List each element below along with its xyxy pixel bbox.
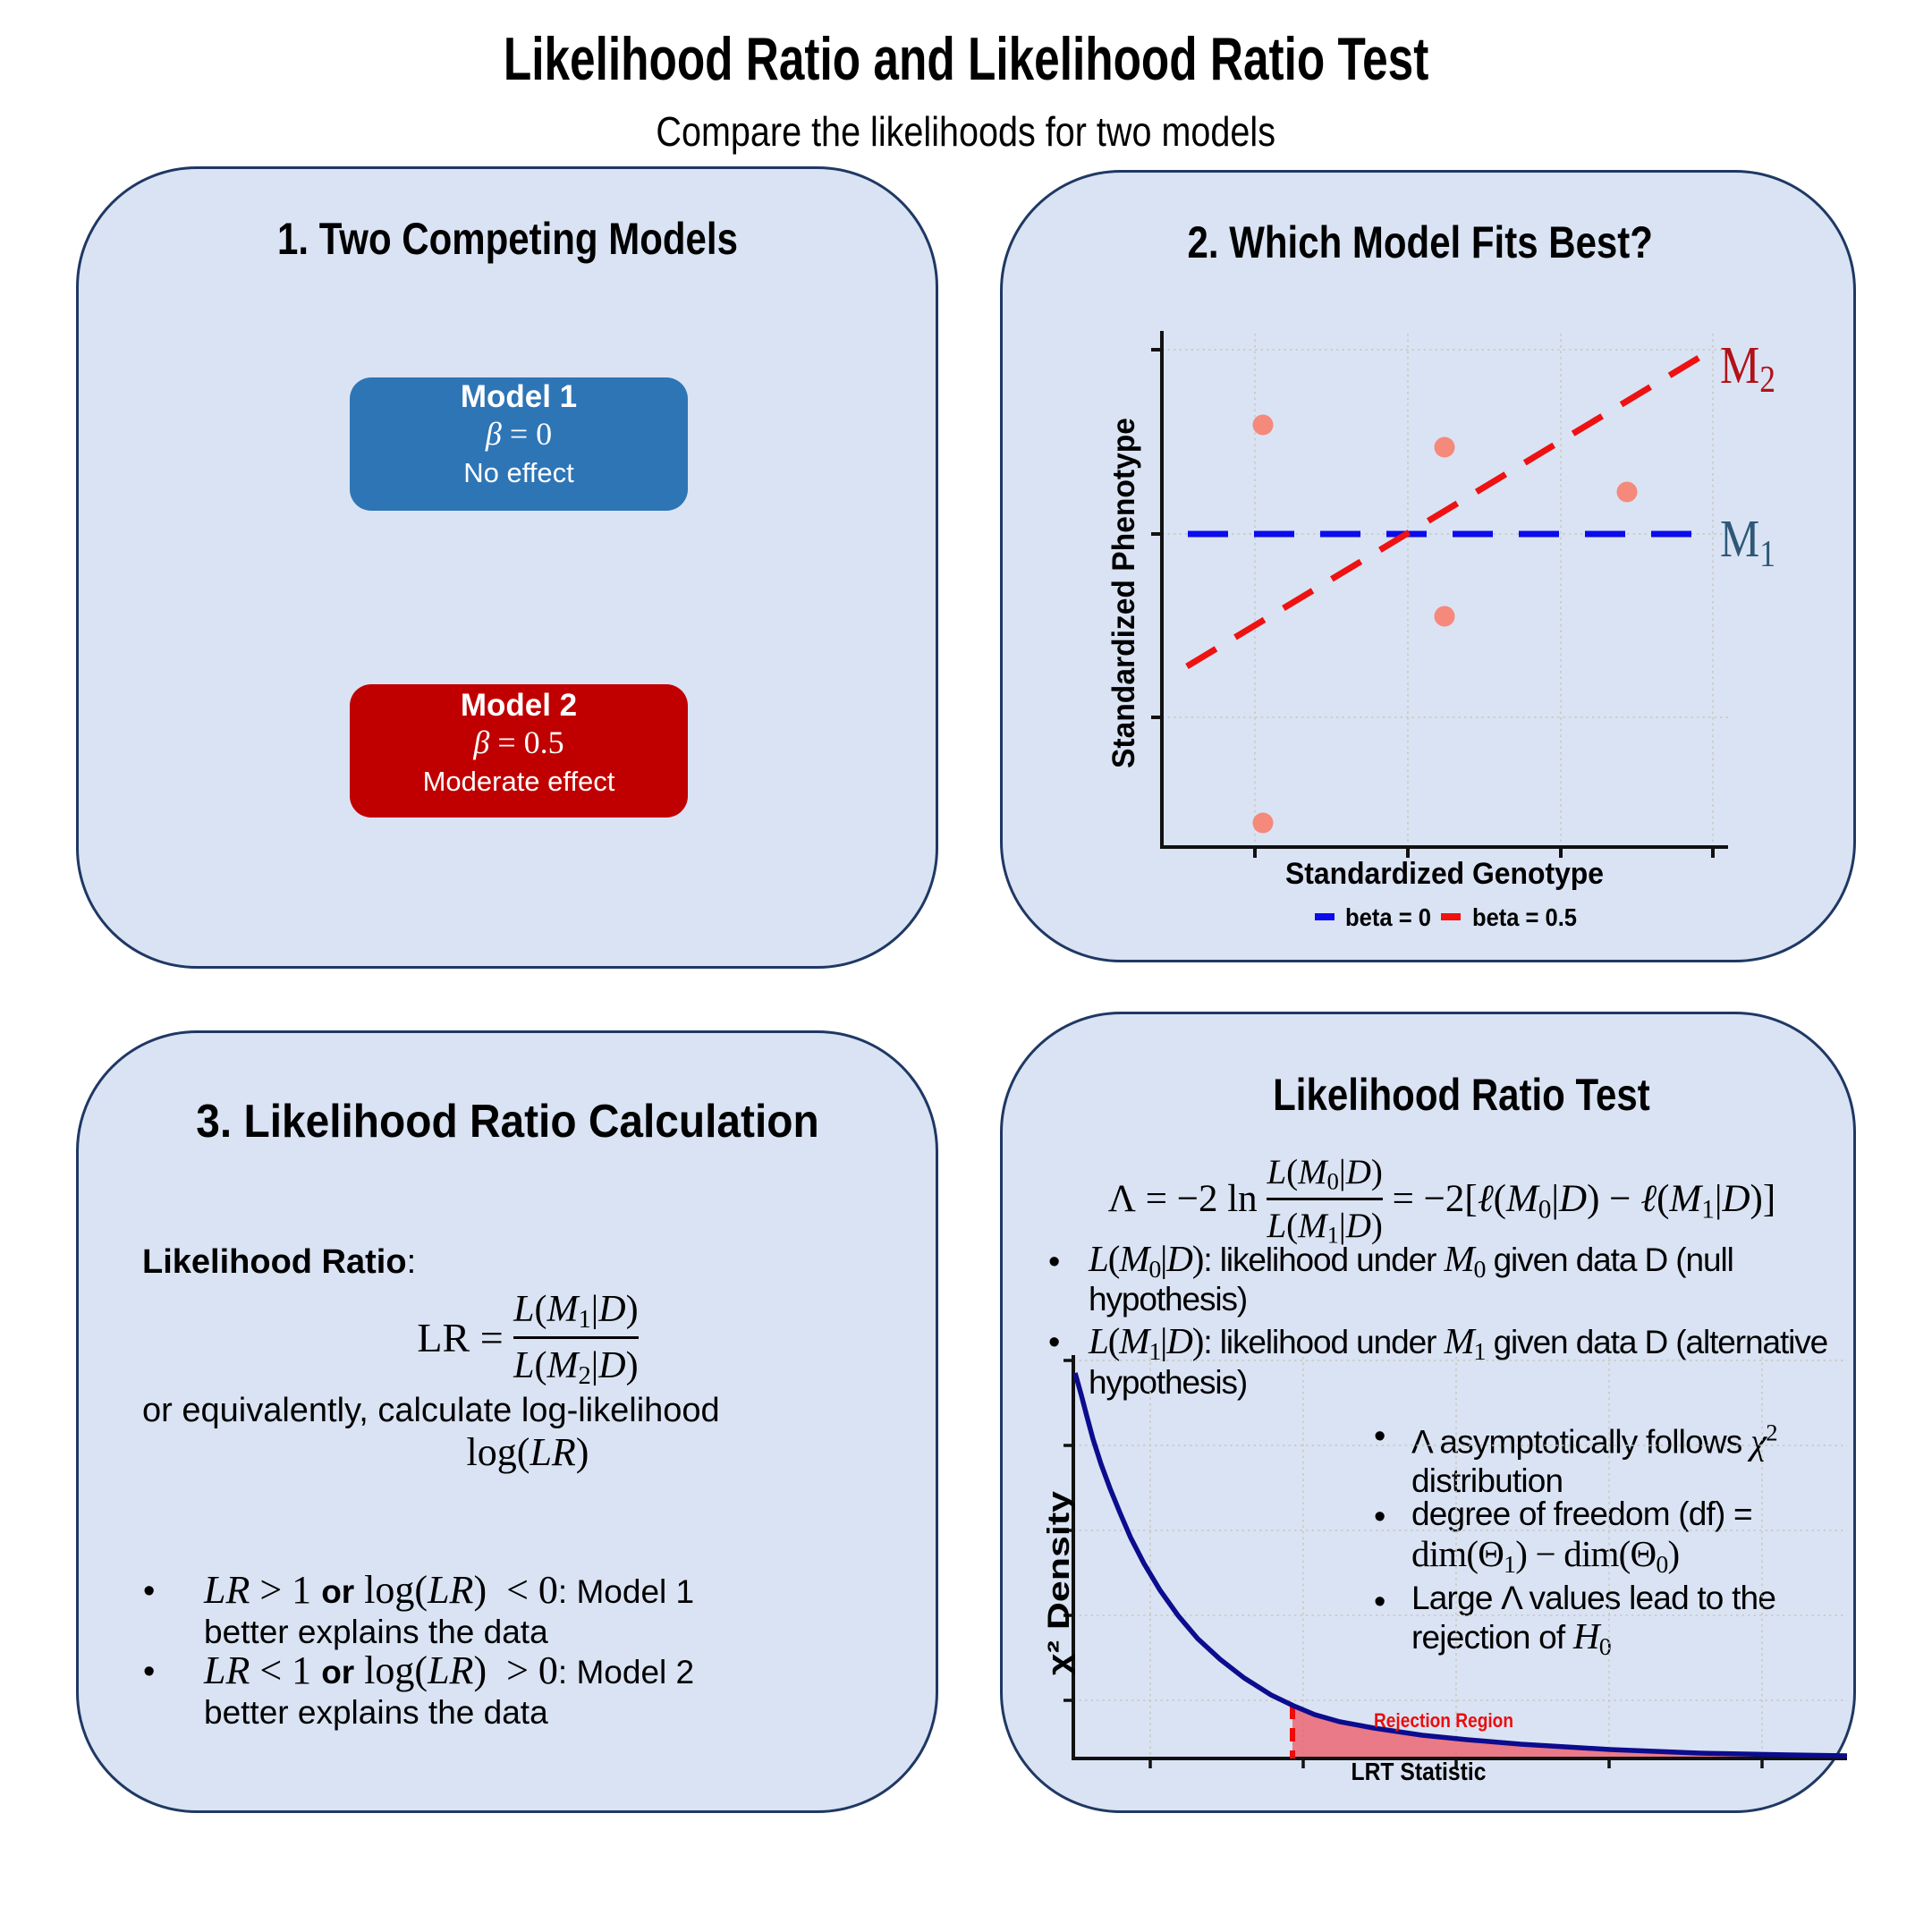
svg-text:LRT Statistic: LRT Statistic (1352, 1758, 1487, 1785)
svg-text:M2: M2 (1720, 335, 1775, 401)
svg-text:Standardized Phenotype: Standardized Phenotype (1106, 418, 1141, 768)
svg-text:beta = 0: beta = 0 (1345, 903, 1431, 931)
svg-text:beta = 0.5: beta = 0.5 (1472, 903, 1577, 931)
svg-text:Standardized Genotype: Standardized Genotype (1285, 857, 1604, 891)
svg-text:Rejection Region: Rejection Region (1374, 1709, 1513, 1732)
svg-text:M1: M1 (1720, 509, 1775, 575)
svg-text:χ² Density: χ² Density (1042, 1491, 1076, 1675)
